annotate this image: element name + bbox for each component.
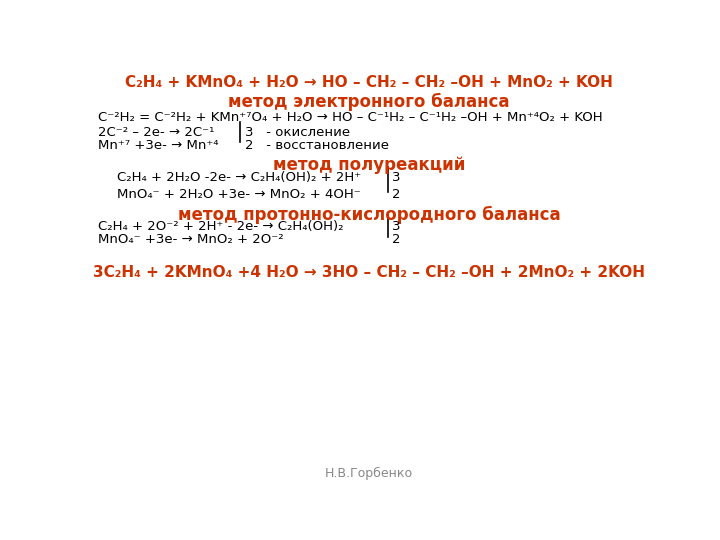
Text: C₂H₄ + KMnO₄ + H₂O → HO – CH₂ – CH₂ –OH + MnO₂ + KOH: C₂H₄ + KMnO₄ + H₂O → HO – CH₂ – CH₂ –OH … — [125, 75, 613, 90]
Text: 3: 3 — [392, 220, 401, 233]
Text: 2: 2 — [392, 233, 401, 246]
Text: C⁻²H₂ = C⁻²H₂ + KMn⁺⁷O₄ + H₂O → HO – C⁻¹H₂ – C⁻¹H₂ –OH + Mn⁺⁴O₂ + KOH: C⁻²H₂ = C⁻²H₂ + KMn⁺⁷O₄ + H₂O → HO – C⁻¹… — [98, 111, 603, 124]
Text: C₂H₄ + 2O⁻² + 2H⁺ - 2e- → C₂H₄(OH)₂: C₂H₄ + 2O⁻² + 2H⁺ - 2e- → C₂H₄(OH)₂ — [98, 220, 343, 233]
Text: C₂H₄ + 2H₂O -2e- → C₂H₄(OH)₂ + 2H⁺: C₂H₄ + 2H₂O -2e- → C₂H₄(OH)₂ + 2H⁺ — [117, 171, 361, 184]
Text: Н.В.Горбенко: Н.В.Горбенко — [325, 467, 413, 480]
Text: 2C⁻² – 2e- → 2C⁻¹: 2C⁻² – 2e- → 2C⁻¹ — [98, 126, 214, 139]
Text: 3: 3 — [392, 171, 401, 184]
Text: 2: 2 — [392, 188, 401, 201]
Text: Mn⁺⁷ +3e- → Mn⁺⁴: Mn⁺⁷ +3e- → Mn⁺⁴ — [98, 139, 218, 152]
Text: метод электронного баланса: метод электронного баланса — [228, 93, 510, 111]
Text: метод протонно-кислородного баланса: метод протонно-кислородного баланса — [178, 206, 560, 224]
Text: MnO₄⁻ + 2H₂O +3e- → MnO₂ + 4OH⁻: MnO₄⁻ + 2H₂O +3e- → MnO₂ + 4OH⁻ — [117, 188, 361, 201]
Text: метод полуреакций: метод полуреакций — [273, 157, 465, 174]
Text: 3C₂H₄ + 2KMnO₄ +4 H₂O → 3HO – CH₂ – CH₂ –OH + 2MnO₂ + 2KOH: 3C₂H₄ + 2KMnO₄ +4 H₂O → 3HO – CH₂ – CH₂ … — [93, 265, 645, 280]
Text: 2   - восстановление: 2 - восстановление — [245, 139, 389, 152]
Text: MnO₄⁻ +3e- → MnO₂ + 2O⁻²: MnO₄⁻ +3e- → MnO₂ + 2O⁻² — [98, 233, 284, 246]
Text: 3   - окисление: 3 - окисление — [245, 126, 350, 139]
